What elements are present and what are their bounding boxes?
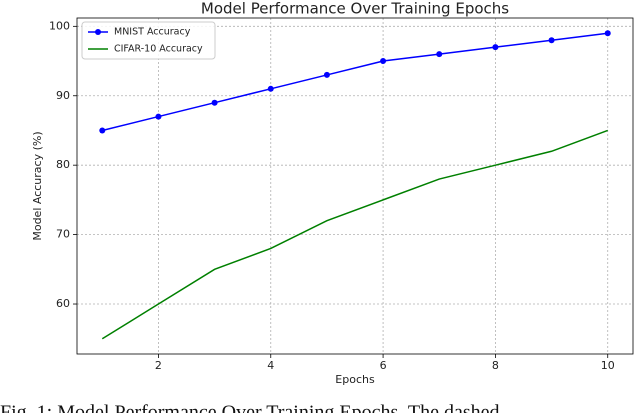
series-line xyxy=(102,32,608,132)
point xyxy=(267,85,274,92)
legend-box xyxy=(81,21,216,60)
y-tick-label: 90 xyxy=(56,89,70,102)
point xyxy=(155,113,162,120)
x-tick-label: 6 xyxy=(380,359,387,372)
chart-title: Model Performance Over Training Epochs xyxy=(201,0,509,18)
x-tick-label: 4 xyxy=(267,359,274,372)
legend-label: CIFAR-10 Accuracy xyxy=(114,44,203,55)
y-tick-label: 80 xyxy=(56,158,70,171)
legend-marker xyxy=(95,29,101,35)
y-tick-label: 100 xyxy=(49,19,70,32)
x-tick-label: 2 xyxy=(155,359,162,372)
x-tick-label: 10 xyxy=(601,359,615,372)
point xyxy=(99,127,106,134)
caption: Fig. 1: Model Performance Over Training … xyxy=(0,402,500,413)
series-line xyxy=(101,129,608,340)
point xyxy=(604,30,611,37)
point xyxy=(380,58,387,65)
point xyxy=(323,71,330,78)
y-tick-label: 60 xyxy=(56,297,70,310)
y-axis-label: Model Accuracy (%) xyxy=(31,131,44,240)
point xyxy=(548,37,555,44)
plot-frame xyxy=(76,17,634,355)
legend: MNIST Accuracy CIFAR-10 Accuracy xyxy=(81,21,216,60)
legend-label: MNIST Accuracy xyxy=(114,27,191,38)
point xyxy=(211,99,218,106)
x-axis-label: Epochs xyxy=(335,373,375,386)
x-tick-label: 8 xyxy=(492,359,499,372)
point xyxy=(492,44,499,51)
y-tick-label: 70 xyxy=(56,228,70,241)
point xyxy=(436,51,443,58)
